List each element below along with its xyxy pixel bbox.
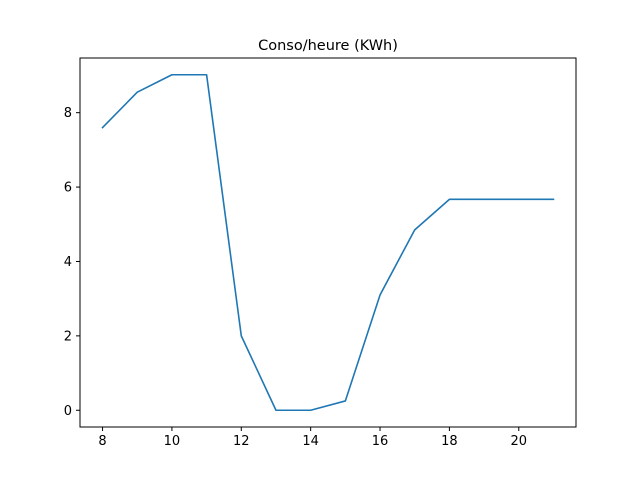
y-axis: 0 2 4 6 8 bbox=[64, 106, 80, 419]
axes-frame bbox=[79, 57, 577, 428]
x-axis: 8 10 12 14 16 18 20 bbox=[98, 427, 527, 449]
x-tick-label: 10 bbox=[164, 434, 181, 449]
y-tick-label: 0 bbox=[64, 404, 72, 419]
x-tick-label: 14 bbox=[302, 434, 319, 449]
series-line-0 bbox=[101, 73, 555, 412]
y-tick-label: 2 bbox=[64, 329, 72, 344]
x-tick-label: 18 bbox=[441, 434, 458, 449]
plot-area bbox=[101, 73, 555, 412]
x-tick-label: 20 bbox=[510, 434, 527, 449]
y-tick-label: 4 bbox=[64, 255, 72, 270]
x-tick-label: 16 bbox=[372, 434, 389, 449]
chart-title: Conso/heure (KWh) bbox=[258, 38, 398, 54]
x-tick-label: 8 bbox=[98, 434, 106, 449]
y-tick-label: 6 bbox=[64, 181, 72, 196]
y-tick-label: 8 bbox=[64, 106, 72, 121]
x-tick-label: 12 bbox=[233, 434, 250, 449]
